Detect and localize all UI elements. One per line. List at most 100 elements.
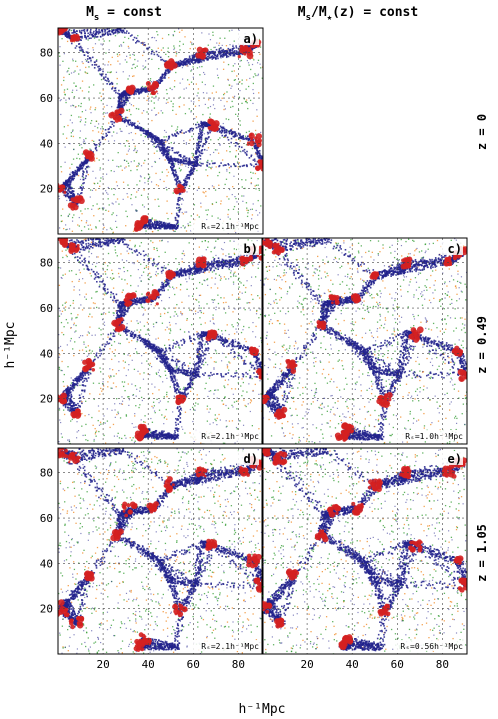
filament-point [164, 74, 166, 77]
filament-point [124, 90, 126, 93]
filament-point [197, 146, 200, 149]
filament-point [167, 159, 170, 161]
filament-point [195, 123, 197, 126]
filament-point [140, 165, 143, 167]
filament-point [187, 223, 189, 225]
filament-point [181, 197, 183, 200]
cluster-point [239, 46, 245, 51]
sheet-point [233, 40, 235, 42]
void-point [137, 120, 139, 123]
sheet-point [243, 98, 246, 100]
filament-point [195, 157, 197, 160]
sheet-point [116, 226, 118, 228]
void-point [67, 124, 69, 127]
sheet-point [177, 223, 180, 225]
filament-point [202, 162, 204, 165]
filament-point [161, 142, 164, 145]
filament-point [239, 133, 241, 135]
filament-point [65, 33, 67, 36]
void-point [231, 128, 233, 130]
sheet-point [125, 101, 128, 104]
sheet-point [228, 30, 231, 32]
filament-point [81, 49, 84, 51]
filament-point [151, 137, 153, 140]
filament-point [69, 191, 72, 193]
filament-point [224, 108, 226, 110]
filament-point [233, 50, 236, 52]
filament-point [76, 166, 78, 169]
filament-point [147, 224, 150, 226]
filament-point [119, 113, 122, 116]
void-point [254, 153, 257, 155]
sheet-point [168, 152, 170, 154]
filament-point [80, 49, 83, 51]
filament-point [69, 186, 72, 188]
filament-point [185, 159, 188, 161]
sheet-point [177, 209, 179, 211]
filament-point [237, 51, 239, 54]
sheet-point [70, 29, 73, 32]
filament-point [166, 155, 168, 157]
filament-point [191, 161, 193, 164]
filament-point [119, 63, 121, 65]
filament-point [160, 149, 163, 152]
filament-point [233, 95, 236, 97]
filament-point [213, 151, 215, 154]
filament-point [87, 165, 89, 168]
filament-point [170, 224, 172, 227]
filament-point [70, 175, 72, 178]
filament-point [143, 87, 145, 89]
filament-point [81, 167, 83, 170]
filament-point [214, 57, 216, 59]
sheet-point [236, 161, 239, 163]
filament-point [249, 208, 252, 211]
filament-point [122, 91, 124, 94]
filament-point [66, 228, 68, 230]
filament-point [68, 34, 70, 37]
filament-point [201, 148, 204, 151]
filament-point [240, 137, 243, 140]
filament-point [81, 29, 83, 32]
filament-point [170, 166, 172, 169]
filament-point [203, 148, 206, 151]
filament-point [134, 125, 136, 128]
filament-point [188, 131, 191, 133]
void-point [72, 135, 75, 138]
sheet-point [118, 203, 120, 205]
sheet-point [130, 169, 132, 172]
sheet-point [248, 130, 250, 133]
filament-point [97, 123, 100, 125]
filament-point [172, 173, 175, 175]
filament-point [253, 158, 256, 161]
filament-point [171, 173, 173, 175]
filament-point [185, 182, 188, 184]
sheet-point [67, 70, 69, 72]
filament-point [209, 131, 211, 134]
filament-point [169, 226, 172, 229]
filament-point [238, 50, 241, 53]
filament-point [161, 223, 163, 225]
sheet-point [60, 220, 63, 223]
filament-point [206, 53, 209, 55]
filament-point [147, 135, 149, 138]
sheet-point [246, 215, 249, 218]
filament-point [168, 136, 171, 139]
void-point [202, 191, 204, 193]
filament-point [238, 134, 241, 136]
filament-point [174, 134, 176, 136]
sheet-point [235, 113, 237, 115]
cluster-point [258, 164, 263, 170]
filament-point [180, 159, 183, 161]
filament-point [182, 158, 185, 161]
filament-point [124, 101, 127, 104]
sheet-point [143, 177, 146, 179]
sheet-point [81, 147, 83, 149]
sheet-point [179, 170, 182, 172]
filament-point [224, 54, 226, 56]
sheet-point [261, 77, 263, 79]
filament-point [119, 105, 121, 107]
filament-point [184, 211, 186, 213]
void-point [144, 44, 147, 47]
filament-point [133, 122, 136, 125]
filament-point [220, 57, 222, 59]
